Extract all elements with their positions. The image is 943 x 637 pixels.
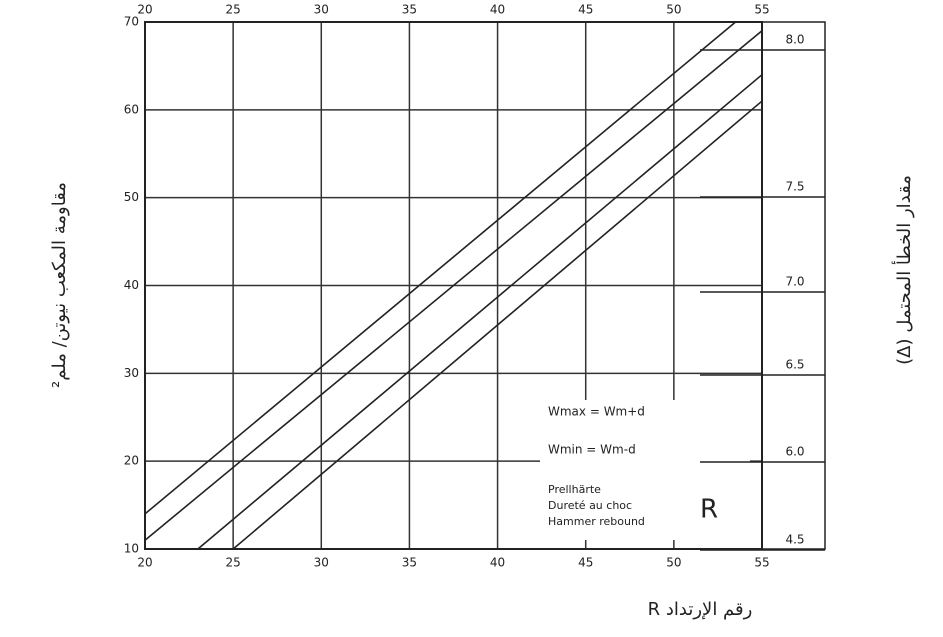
x-tick-label: 50 bbox=[666, 556, 681, 570]
x-tick-label: 35 bbox=[402, 556, 417, 570]
x-tick-label: 45 bbox=[578, 556, 593, 570]
right-label: 7.5 bbox=[785, 180, 804, 194]
x-axis-label: رقم الإرتداد R bbox=[648, 599, 753, 620]
right-label: 6.5 bbox=[785, 358, 804, 372]
note-letter: R bbox=[700, 495, 718, 525]
x-tick-label-top: 30 bbox=[314, 3, 329, 17]
legend-entry: Wmax = Wm+d bbox=[548, 405, 645, 419]
right-label: 7.0 bbox=[785, 275, 804, 289]
x-tick-label-top: 20 bbox=[137, 3, 152, 17]
y-tick-label: 10 bbox=[124, 542, 139, 556]
note-line: Dureté au choc bbox=[548, 499, 632, 512]
y-tick-label: 50 bbox=[124, 190, 139, 204]
x-tick-label-top: 55 bbox=[754, 3, 769, 17]
series-line bbox=[144, 30, 763, 541]
legend-box bbox=[540, 400, 750, 540]
x-tick-label: 20 bbox=[137, 556, 152, 570]
series-line bbox=[197, 74, 763, 550]
x-tick-label-top: 40 bbox=[490, 3, 505, 17]
x-tick-label: 30 bbox=[314, 556, 329, 570]
x-tick-label-top: 35 bbox=[402, 3, 417, 17]
x-tick-label-top: 25 bbox=[226, 3, 241, 17]
y-axis-label: مقاومة المكعب نيوتن/ ملم² bbox=[49, 182, 70, 388]
x-tick-label-top: 45 bbox=[578, 3, 593, 17]
x-tick-label-top: 50 bbox=[666, 3, 681, 17]
x-tick-label: 55 bbox=[754, 556, 769, 570]
y2-axis-label: مقدار الخطأ المحتمل (Δ) bbox=[891, 175, 915, 365]
right-label: 6.0 bbox=[785, 445, 804, 459]
y-tick-label: 70 bbox=[124, 15, 139, 29]
series-line bbox=[232, 100, 763, 550]
right-label: 8.0 bbox=[785, 33, 804, 47]
right-label: 4.5 bbox=[785, 533, 804, 547]
y-tick-label: 20 bbox=[124, 454, 139, 468]
right-strip bbox=[761, 21, 826, 550]
y-tick-label: 40 bbox=[124, 278, 139, 292]
series-line bbox=[144, 21, 737, 515]
note-line: Hammer rebound bbox=[548, 515, 645, 528]
y-tick-label: 60 bbox=[124, 102, 139, 116]
legend-entry: Wmin = Wm-d bbox=[548, 443, 636, 457]
x-tick-label: 40 bbox=[490, 556, 505, 570]
y-tick-label: 30 bbox=[124, 366, 139, 380]
x-tick-label: 25 bbox=[226, 556, 241, 570]
note-line: Prellhärte bbox=[548, 483, 601, 496]
